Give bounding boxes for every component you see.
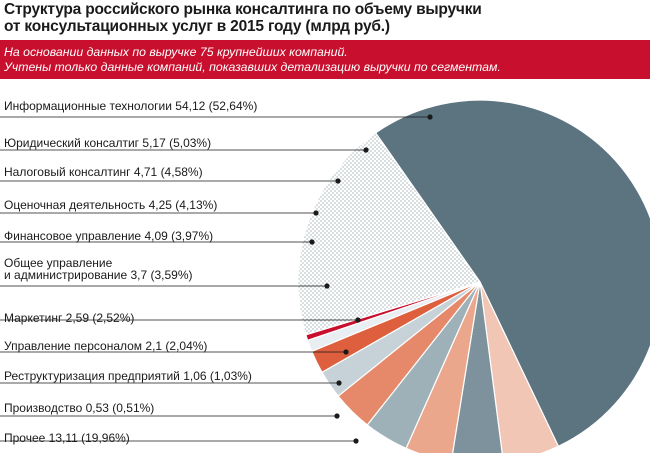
info-banner: На основании данных по выручке 75 крупне… — [0, 40, 650, 79]
slice-label: Налоговый консалтинг 4,71 (4,58%) — [4, 165, 203, 179]
info-banner-line2: Учтены только данные компаний, показавши… — [4, 60, 501, 74]
chart-title: Структура российского рынка консалтинга … — [4, 1, 604, 35]
pie-slice — [297, 132, 481, 336]
leader-dot — [324, 283, 330, 289]
info-banner-line1: На основании данных по выручке 75 крупне… — [4, 45, 348, 59]
leader-dot — [336, 380, 342, 386]
leader-dot — [335, 178, 341, 184]
pie-slice — [452, 281, 503, 453]
leader-dot — [353, 438, 359, 444]
slice-label: Оценочная деятельность 4,25 (4,13%) — [4, 198, 217, 212]
slice-label: Финансовое управление 4,09 (3,97%) — [4, 229, 213, 243]
slice-labels: Информационные технологии 54,12 (52,64%)… — [4, 99, 257, 445]
chart-title-line1: Структура российского рынка консалтинга … — [4, 1, 482, 18]
leader-dot — [343, 349, 349, 355]
pie-slice — [479, 281, 560, 453]
slice-label: Общее управление и администрирование 3,7 … — [4, 256, 193, 282]
pie-slice — [374, 99, 650, 448]
slice-label: Прочее 13,11 (19,96%) — [4, 431, 130, 445]
pie-slices — [297, 99, 650, 453]
slice-label: Реструктуризация предприятий 1,06 (1,03%… — [4, 369, 252, 383]
chart-title-line2: от консультационных услуг в 2015 году (м… — [4, 18, 390, 35]
leader-dot — [334, 413, 340, 419]
slice-label: Юридический консалтиг 5,17 (5,03%) — [4, 136, 211, 150]
leader-dot — [309, 239, 315, 245]
slice-label: Маркетинг 2,59 (2,52%) — [4, 311, 134, 325]
leader-lines — [0, 114, 433, 444]
slice-label: Информационные технологии 54,12 (52,64%) — [4, 99, 257, 113]
leader-dot — [355, 317, 361, 323]
leader-dot — [313, 210, 319, 216]
leader-dot — [427, 114, 433, 120]
slice-label: Производство 0,53 (0,51%) — [4, 401, 154, 415]
leader-dot — [363, 147, 369, 153]
slice-label: Управление персоналом 2,1 (2,04%) — [4, 339, 207, 353]
